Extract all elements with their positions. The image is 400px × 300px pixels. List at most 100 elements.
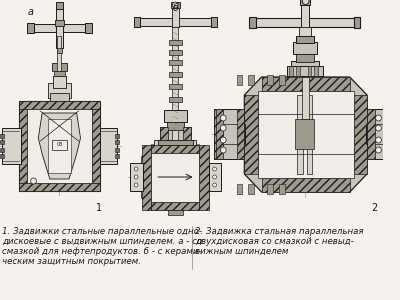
Bar: [392, 109, 397, 159]
Bar: [48, 119, 71, 173]
Bar: [258, 91, 354, 178]
Bar: [160, 127, 168, 141]
Bar: [237, 184, 242, 194]
Text: смазкой для нефтепродуктов. б - с керами-: смазкой для нефтепродуктов. б - с керами…: [2, 247, 202, 256]
Bar: [27, 109, 92, 183]
Circle shape: [376, 137, 381, 143]
Bar: [0, 154, 4, 158]
Bar: [115, 148, 119, 152]
Bar: [216, 109, 223, 159]
Bar: [392, 109, 397, 159]
Polygon shape: [244, 77, 367, 192]
Bar: [279, 184, 284, 194]
Bar: [296, 36, 314, 43]
Bar: [169, 60, 182, 65]
Bar: [249, 16, 256, 28]
Bar: [115, 134, 119, 138]
Bar: [354, 16, 360, 28]
Bar: [160, 127, 191, 141]
Bar: [85, 23, 92, 33]
Bar: [134, 17, 140, 27]
Bar: [211, 17, 216, 27]
Bar: [48, 83, 71, 98]
Bar: [209, 163, 221, 191]
Text: а: а: [28, 7, 34, 17]
Bar: [288, 66, 323, 76]
Bar: [248, 184, 254, 194]
Circle shape: [220, 115, 226, 121]
Bar: [130, 163, 143, 191]
Bar: [367, 109, 375, 159]
Bar: [55, 20, 64, 26]
Text: 1. Задвижки стальные параллельные одно-: 1. Задвижки стальные параллельные одно-: [2, 227, 202, 236]
Bar: [58, 36, 61, 71]
Circle shape: [31, 178, 36, 184]
Bar: [142, 145, 151, 210]
Bar: [293, 42, 317, 54]
Circle shape: [220, 137, 226, 143]
Bar: [289, 66, 293, 76]
Bar: [299, 27, 312, 37]
Bar: [255, 18, 354, 27]
Circle shape: [134, 167, 138, 171]
Bar: [154, 140, 196, 146]
Bar: [169, 72, 182, 77]
Bar: [214, 109, 218, 159]
Bar: [262, 77, 350, 91]
Text: 08: 08: [56, 142, 62, 148]
Bar: [115, 140, 119, 144]
Bar: [367, 109, 394, 159]
Bar: [366, 124, 395, 144]
Circle shape: [376, 115, 381, 121]
Bar: [244, 95, 258, 174]
Bar: [151, 202, 199, 210]
Bar: [151, 153, 199, 202]
Circle shape: [376, 125, 381, 131]
Bar: [267, 184, 273, 194]
Bar: [297, 95, 303, 174]
Text: 1: 1: [96, 203, 102, 213]
Bar: [237, 75, 242, 85]
Bar: [2, 128, 21, 164]
Bar: [314, 66, 318, 76]
Bar: [296, 54, 314, 62]
Bar: [139, 18, 212, 26]
Bar: [237, 109, 244, 159]
Bar: [167, 122, 184, 130]
Bar: [248, 75, 254, 85]
Polygon shape: [38, 113, 80, 179]
Bar: [308, 66, 312, 76]
Bar: [53, 76, 66, 88]
Bar: [279, 75, 284, 85]
Text: двухдисковая со смазкой с невыд-: двухдисковая со смазкой с невыд-: [196, 237, 354, 246]
Bar: [19, 183, 100, 191]
Bar: [32, 24, 86, 32]
Text: дискоевые с выдвижным шпинделем. а - со: дискоевые с выдвижным шпинделем. а - со: [2, 237, 202, 246]
Circle shape: [172, 2, 178, 8]
Bar: [19, 101, 100, 109]
Bar: [354, 95, 367, 174]
Bar: [100, 128, 117, 164]
Bar: [199, 145, 209, 210]
Bar: [0, 134, 4, 138]
Bar: [54, 71, 65, 76]
Bar: [0, 148, 4, 152]
Bar: [172, 27, 178, 142]
Bar: [164, 110, 187, 122]
Circle shape: [376, 147, 381, 153]
Bar: [170, 2, 180, 8]
Circle shape: [213, 175, 216, 179]
Circle shape: [213, 183, 216, 187]
Polygon shape: [142, 145, 209, 210]
Bar: [216, 109, 244, 159]
Bar: [288, 67, 323, 79]
Circle shape: [302, 0, 309, 4]
Bar: [300, 0, 310, 5]
Bar: [216, 124, 245, 144]
Text: 2. Задвижка стальная параллельная: 2. Задвижка стальная параллельная: [196, 227, 364, 236]
Text: вижным шпинделем: вижным шпинделем: [196, 247, 289, 256]
Bar: [158, 140, 192, 145]
Circle shape: [134, 183, 138, 187]
Bar: [50, 93, 69, 101]
Bar: [56, 8, 63, 48]
